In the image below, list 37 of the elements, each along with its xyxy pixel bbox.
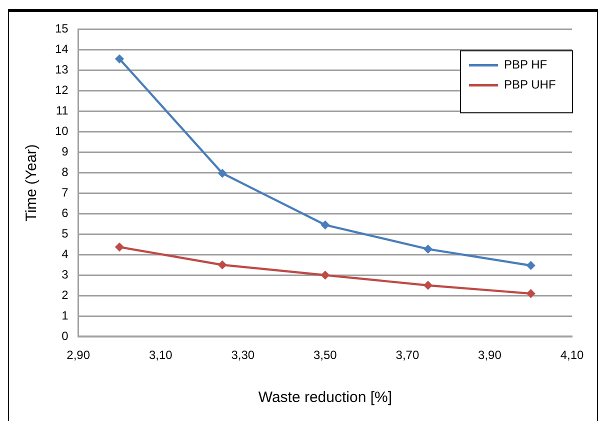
point (321, 271, 330, 280)
point (526, 289, 535, 298)
y-tick-label: 4 (62, 246, 69, 261)
y-tick-label: 11 (56, 103, 69, 118)
y-tick-label: 0 (62, 328, 69, 343)
y-tick-label: 6 (62, 206, 69, 220)
y-axis-title: Time (Year) (23, 144, 40, 222)
x-tick-label: 2,90 (66, 348, 90, 362)
x-tick-label: 3,30 (231, 348, 255, 362)
legend-label: PBP UHF (504, 78, 556, 92)
y-tick-label: 15 (54, 22, 69, 36)
y-tick-label: 3 (62, 267, 69, 282)
x-axis-title: Waste reduction [%] (258, 389, 392, 406)
point (115, 54, 124, 64)
y-tick-label: 1 (62, 308, 69, 322)
y-tick-label: 14 (54, 42, 69, 56)
y-tick-label: 2 (62, 288, 69, 302)
x-tick-label: 3,10 (148, 348, 173, 362)
y-tick-label: 12 (54, 82, 69, 97)
point (218, 169, 226, 178)
x-tick-label: 3,50 (313, 348, 338, 362)
point (424, 281, 432, 290)
point (424, 244, 432, 254)
y-tick-label: 8 (62, 164, 69, 179)
y-tick-label: 9 (62, 144, 69, 158)
y-tick-label: 10 (54, 124, 69, 138)
x-tick-label: 3,90 (478, 348, 502, 362)
point (115, 242, 124, 252)
x-tick-label: 4,10 (560, 348, 584, 362)
x-tick-label: 3,70 (396, 348, 420, 362)
y-tick-label: 13 (54, 62, 69, 76)
point (218, 260, 226, 269)
y-tick-label: 5 (62, 226, 69, 240)
y-tick-label: 7 (62, 185, 69, 200)
point (321, 220, 330, 230)
legend-label: PBP HF (504, 58, 548, 72)
point (526, 261, 535, 270)
